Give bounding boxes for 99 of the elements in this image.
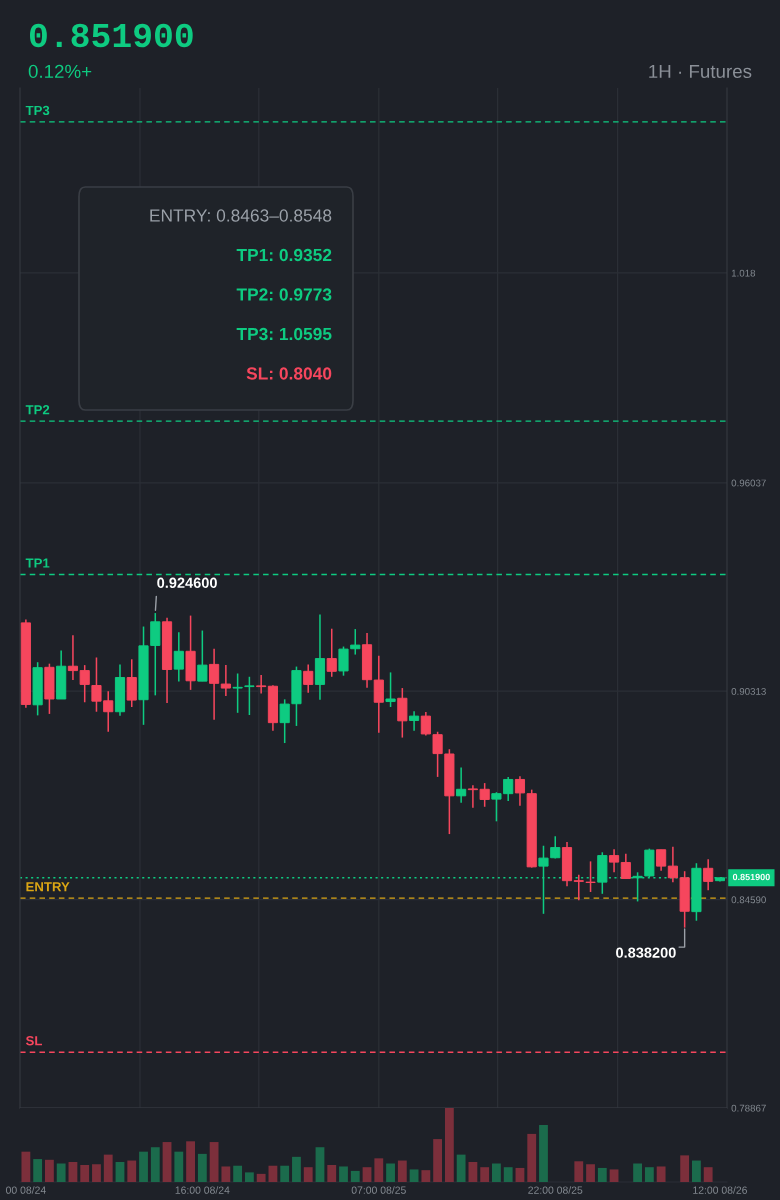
ref-line-label: TP1 <box>25 558 50 568</box>
bar <box>45 1159 54 1182</box>
bar <box>515 1167 525 1182</box>
annotation: TP3: 1.0595 <box>236 327 332 341</box>
chart-title: 0.851900 <box>29 23 193 48</box>
bar <box>633 1163 643 1182</box>
bar <box>433 1139 443 1182</box>
bar <box>327 1164 337 1182</box>
candlestick <box>656 848 667 872</box>
annotation: TP1: 0.9352 <box>236 248 332 262</box>
bar <box>292 1156 301 1182</box>
y-tick-label: 1.018 <box>731 269 756 277</box>
candlestick <box>303 663 314 694</box>
annotation: ENTRY: 0.8463–0.8548 <box>150 209 332 222</box>
candlestick <box>397 687 408 739</box>
x-tick-label: 12:00 08/26 <box>693 1186 747 1194</box>
bar <box>150 1147 160 1182</box>
y-tick-label: 0.84590 <box>731 896 766 904</box>
bar <box>680 1155 690 1182</box>
bar <box>444 1108 454 1182</box>
bar <box>92 1164 101 1182</box>
candlestick <box>244 676 255 716</box>
x-tick-label: 16:00 08/24 <box>175 1186 230 1194</box>
candlestick <box>220 664 231 697</box>
bar <box>597 1167 607 1182</box>
bar <box>209 1142 219 1182</box>
bar <box>303 1167 313 1182</box>
candlestick <box>326 627 337 678</box>
annotation: TP2: 0.9773 <box>236 288 332 301</box>
y-tick-label: 0.90313 <box>731 687 766 695</box>
bar <box>244 1172 254 1182</box>
candlestick <box>173 631 184 683</box>
bar <box>162 1142 172 1182</box>
bar <box>421 1170 431 1182</box>
bar <box>56 1163 66 1182</box>
bar <box>139 1151 148 1182</box>
bar <box>221 1166 231 1182</box>
candlestick <box>256 674 267 695</box>
candlestick <box>373 654 384 734</box>
bar <box>492 1163 501 1182</box>
ref-line-label: TP3 <box>25 105 50 116</box>
candlestick <box>620 852 631 880</box>
bar <box>362 1167 372 1182</box>
bar <box>609 1169 619 1182</box>
bar <box>256 1173 266 1182</box>
annotation: 0.924600 <box>157 577 217 588</box>
candlestick <box>409 710 420 732</box>
bar <box>350 1170 360 1182</box>
candlestick <box>703 858 714 891</box>
ref-line-label: TP2 <box>25 405 50 415</box>
bar <box>692 1160 701 1182</box>
bar <box>315 1147 325 1182</box>
bar <box>574 1161 584 1182</box>
bar <box>386 1163 395 1182</box>
candlestick <box>385 671 396 708</box>
x-tick-label: 00 08/24 <box>6 1186 46 1194</box>
bar <box>644 1167 654 1182</box>
bar <box>233 1165 243 1182</box>
candlestick <box>608 848 620 874</box>
bar <box>503 1167 513 1182</box>
bar <box>397 1160 407 1182</box>
ref-line-label: ENTRY <box>26 882 70 892</box>
bar <box>103 1154 113 1182</box>
annotation: 0.838200 <box>616 947 676 958</box>
chart-subtitle: 0.12%+ <box>28 64 92 79</box>
candlestick <box>197 629 208 682</box>
candlestick <box>456 766 467 804</box>
bar <box>127 1160 137 1182</box>
annotation: SL: 0.8040 <box>246 367 332 380</box>
y-tick-label: 0.78867 <box>731 1104 766 1112</box>
bar <box>197 1153 207 1182</box>
bar <box>586 1164 595 1182</box>
y-tick-label: 0.96037 <box>731 479 766 487</box>
bar <box>374 1158 384 1182</box>
bar <box>339 1166 348 1182</box>
text: 1H · Futures <box>649 64 752 79</box>
bar <box>21 1151 31 1182</box>
ref-line-label: SL <box>25 1036 43 1046</box>
bar <box>280 1165 290 1182</box>
bar <box>68 1162 78 1182</box>
bar <box>115 1162 125 1182</box>
bar <box>703 1167 713 1182</box>
candlestick <box>209 647 220 721</box>
bar <box>539 1125 548 1182</box>
candlestick <box>232 672 243 714</box>
ref-line-label: 0.851900 <box>732 873 770 881</box>
bar <box>656 1166 666 1182</box>
bar <box>456 1154 466 1182</box>
x-tick-label: 22:00 08/25 <box>528 1186 583 1194</box>
x-tick-label: 07:00 08/25 <box>351 1186 406 1194</box>
bar <box>409 1169 419 1182</box>
bar <box>468 1162 478 1182</box>
bar <box>33 1159 43 1182</box>
bar <box>527 1133 537 1182</box>
bar <box>174 1151 184 1182</box>
bar <box>80 1164 90 1182</box>
bar <box>480 1167 490 1182</box>
bar <box>186 1141 195 1182</box>
candlestick <box>126 658 137 708</box>
